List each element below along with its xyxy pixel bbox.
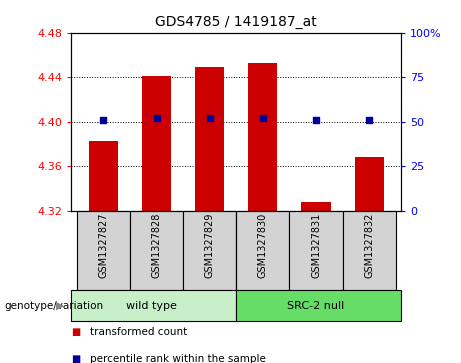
Text: SRC-2 null: SRC-2 null	[287, 301, 345, 311]
Bar	[195, 67, 225, 211]
Text: GSM1327827: GSM1327827	[98, 213, 108, 278]
Bar	[130, 211, 183, 290]
Bar	[343, 211, 396, 290]
Text: ▶: ▶	[56, 301, 64, 311]
Text: ■: ■	[71, 327, 81, 337]
Bar	[248, 63, 278, 211]
Text: percentile rank within the sample: percentile rank within the sample	[90, 354, 266, 363]
Bar	[290, 211, 343, 290]
Bar	[71, 290, 236, 321]
Text: GSM1327832: GSM1327832	[364, 213, 374, 278]
Point	[259, 115, 266, 121]
Bar	[236, 290, 401, 321]
Text: GSM1327829: GSM1327829	[205, 213, 215, 278]
Point	[312, 117, 319, 123]
Text: GSM1327828: GSM1327828	[152, 213, 161, 278]
Bar	[236, 211, 290, 290]
Point	[100, 117, 107, 123]
Text: wild type: wild type	[126, 301, 177, 311]
Bar	[89, 140, 118, 211]
Bar	[301, 201, 331, 211]
Text: ■: ■	[71, 354, 81, 363]
Bar	[183, 211, 236, 290]
Text: transformed count: transformed count	[90, 327, 187, 337]
Text: GSM1327831: GSM1327831	[311, 213, 321, 278]
Bar	[142, 76, 171, 211]
Bar	[355, 157, 384, 211]
Title: GDS4785 / 1419187_at: GDS4785 / 1419187_at	[155, 15, 317, 29]
Text: genotype/variation: genotype/variation	[5, 301, 104, 311]
Point	[206, 115, 213, 121]
Text: GSM1327830: GSM1327830	[258, 213, 268, 278]
Point	[366, 117, 373, 123]
Point	[153, 115, 160, 121]
Bar	[77, 211, 130, 290]
